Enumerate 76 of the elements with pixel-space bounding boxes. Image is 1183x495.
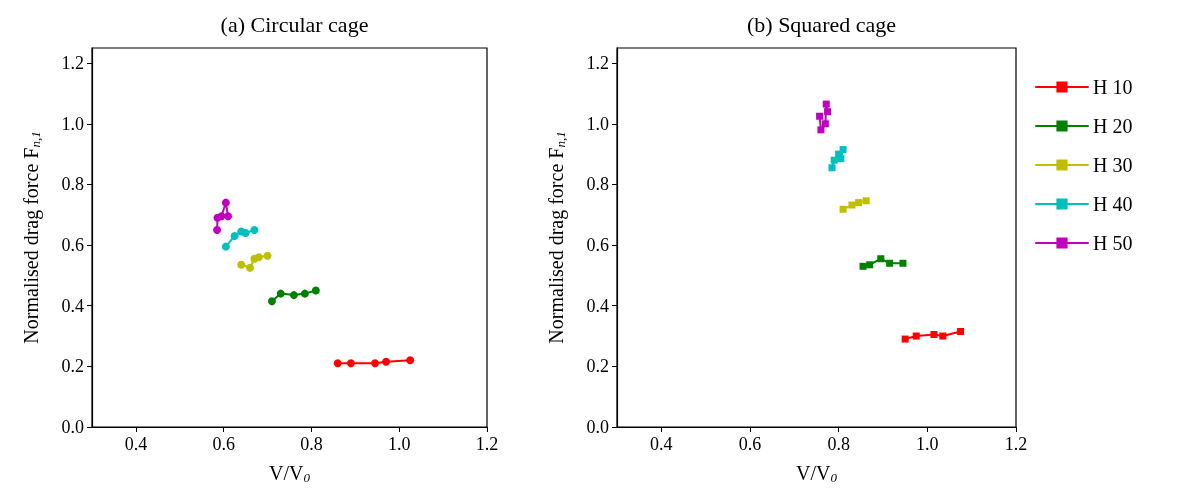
- point: [817, 126, 825, 134]
- y-tick-label: 0.0: [586, 417, 609, 437]
- point: [899, 259, 907, 267]
- y-tick-label: 0.6: [61, 235, 84, 256]
- point: [311, 286, 320, 295]
- x-tick-label: 1.2: [1004, 434, 1028, 454]
- y-tick-label: 0.4: [586, 295, 609, 316]
- point: [821, 120, 829, 128]
- point: [886, 259, 894, 267]
- point: [862, 197, 870, 205]
- point: [346, 359, 355, 368]
- point: [824, 108, 832, 116]
- point: [912, 332, 920, 340]
- point: [300, 289, 309, 298]
- point: [957, 327, 965, 335]
- x-tick-label: 0.6: [738, 434, 762, 454]
- y-axis-title: Normalised drag force Fn,1: [19, 131, 43, 344]
- point: [221, 198, 230, 207]
- point: [855, 199, 863, 207]
- point: [241, 228, 250, 237]
- point: [263, 251, 272, 260]
- point: [237, 260, 246, 269]
- point: [837, 155, 845, 163]
- x-tick-label: 1.0: [916, 434, 939, 454]
- y-tick-label: 1.0: [586, 113, 609, 134]
- point: [848, 201, 856, 209]
- y-tick-label: 0.8: [61, 174, 84, 195]
- point: [221, 242, 230, 251]
- point: [939, 332, 947, 340]
- x-tick-label: 0.8: [300, 434, 323, 454]
- point: [289, 291, 298, 300]
- y-tick-label: 1.2: [586, 53, 609, 74]
- legend-label: H 30: [1093, 154, 1133, 176]
- point: [406, 356, 415, 365]
- point: [930, 331, 938, 339]
- point: [276, 289, 285, 298]
- point: [250, 225, 259, 234]
- legend-label: H 20: [1093, 115, 1133, 137]
- x-tick-label: 0.4: [650, 434, 673, 454]
- x-tick-label: 0.6: [212, 434, 235, 454]
- y-tick-label: 0.4: [61, 295, 84, 316]
- chart-title: (a) Circular cage: [220, 11, 369, 37]
- point: [859, 262, 867, 270]
- y-tick-label: 0.6: [586, 235, 609, 256]
- point: [828, 164, 836, 172]
- y-tick-label: 0.2: [586, 356, 609, 377]
- point: [267, 297, 276, 306]
- legend-label: H 50: [1093, 232, 1133, 254]
- point: [246, 263, 254, 272]
- point: [839, 205, 847, 213]
- point: [213, 225, 222, 234]
- x-tick-label: 1.0: [387, 434, 411, 454]
- chart-title: (b) Squared cage: [746, 11, 897, 37]
- y-tick-label: 0.2: [61, 356, 84, 377]
- point: [224, 212, 233, 221]
- x-tick-label: 0.4: [124, 434, 148, 454]
- y-tick-label: 1.0: [61, 113, 84, 134]
- point: [371, 359, 380, 368]
- point: [230, 231, 239, 240]
- point: [839, 146, 847, 154]
- point: [866, 261, 874, 269]
- y-tick-label: 0.0: [61, 417, 84, 437]
- x-tick-label: 1.2: [475, 434, 499, 454]
- point: [254, 253, 263, 262]
- x-tick-label: 0.8: [827, 434, 850, 454]
- y-axis-title: Normalised drag force Fn,1: [544, 131, 568, 344]
- legend-label: H 40: [1093, 193, 1133, 215]
- point: [901, 335, 909, 343]
- point: [333, 359, 342, 368]
- y-tick-label: 0.8: [586, 174, 609, 195]
- legend-label: H 10: [1093, 76, 1133, 98]
- point: [877, 255, 885, 263]
- y-tick-label: 1.2: [61, 53, 84, 74]
- point: [382, 357, 391, 366]
- point: [822, 100, 830, 108]
- point: [816, 112, 824, 120]
